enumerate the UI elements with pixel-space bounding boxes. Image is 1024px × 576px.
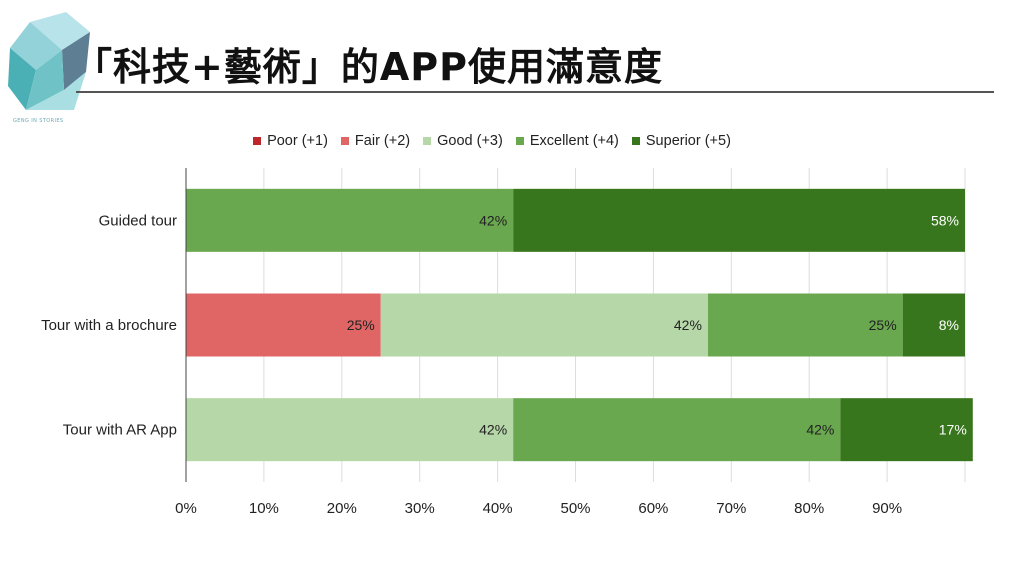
bar-segment xyxy=(513,398,840,461)
data-label: 8% xyxy=(939,317,959,333)
bar-segment xyxy=(186,398,513,461)
category-label: Tour with a brochure xyxy=(41,317,177,334)
data-label: 17% xyxy=(939,422,967,438)
bar-segment xyxy=(513,189,965,252)
x-tick-label: 70% xyxy=(716,500,746,517)
category-label: Tour with AR App xyxy=(63,422,177,439)
data-label: 25% xyxy=(347,317,375,333)
x-tick-label: 90% xyxy=(872,500,902,517)
x-tick-label: 10% xyxy=(249,500,279,517)
data-label: 58% xyxy=(931,212,959,228)
x-tick-label: 20% xyxy=(327,500,357,517)
data-label: 25% xyxy=(869,317,897,333)
x-tick-label: 60% xyxy=(638,500,668,517)
data-label: 42% xyxy=(674,317,702,333)
data-label: 42% xyxy=(806,422,834,438)
data-label: 42% xyxy=(479,422,507,438)
x-tick-label: 80% xyxy=(794,500,824,517)
data-label: 42% xyxy=(479,212,507,228)
category-label: Guided tour xyxy=(99,212,177,229)
x-tick-label: 0% xyxy=(175,500,197,517)
bar-segment xyxy=(381,294,708,357)
x-tick-label: 30% xyxy=(405,500,435,517)
bar-segment xyxy=(186,189,513,252)
x-tick-label: 40% xyxy=(483,500,513,517)
x-tick-label: 50% xyxy=(560,500,590,517)
